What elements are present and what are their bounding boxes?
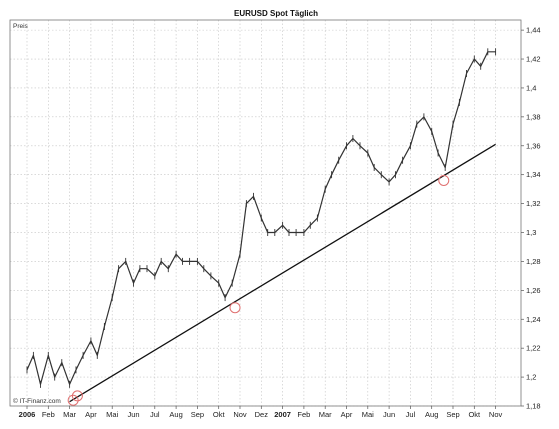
y-tick-label: 1,26 [526,286,541,295]
y-tick-label: 1,42 [526,55,541,64]
x-axis-ticks: 2006 Feb Mar Apr Mai Jun Jul Aug Sep Okt Nov Dez 200… [19,406,503,419]
plot-frame [9,19,522,407]
x-tick-label: Okt [468,410,481,419]
x-tick-label: Feb [297,410,310,419]
x-tick-label: Apr [341,410,353,419]
x-tick-label: Jun [127,410,139,419]
x-tick-label: Nov [233,410,247,419]
x-tick-label: Nov [489,410,503,419]
touch-point-marker [67,394,79,406]
x-tick-label: Sep [191,410,204,419]
x-tick-label: Mar [319,410,332,419]
y-tick-label: 1,24 [526,315,541,324]
x-tick-label: Dez [255,410,269,419]
x-tick-label: Mai [362,410,374,419]
x-tick-label: 2007 [274,410,291,419]
x-tick-label: 2006 [19,410,36,419]
series-layer [26,48,497,403]
y-tick-label: 1,38 [526,112,541,121]
x-tick-label: Sep [446,410,459,419]
y-tick-label: 1,34 [526,170,541,179]
touch-point-marker [438,174,450,186]
x-tick-label: Jun [383,410,395,419]
y-tick-label: 1,28 [526,257,541,266]
x-tick-label: Jul [406,410,416,419]
x-tick-label: Mar [63,410,76,419]
y-tick-label: 1,3 [526,228,536,237]
x-tick-label: Aug [169,410,182,419]
x-tick-label: Mai [106,410,118,419]
x-tick-label: Aug [425,410,438,419]
y-tick-label: 1,2 [526,373,536,382]
y-tick-label: 1,4 [526,83,536,92]
x-tick-label: Feb [42,410,55,419]
touch-point-marker [229,302,241,314]
y-tick-label: 1,22 [526,344,541,353]
y-tick-label: 1,32 [526,199,541,208]
x-tick-label: Apr [85,410,97,419]
y-tick-label: 1,36 [526,141,541,150]
touch-point-marker [71,390,83,402]
trendline [69,143,496,403]
gridlines [10,20,521,407]
y-tick-label: 1,44 [526,26,541,35]
x-tick-label: Jul [150,410,160,419]
y-tick-label: 1,18 [526,402,541,411]
y-axis-label: Preis [13,23,29,30]
watermark: © IT-Finanz.com [13,397,61,405]
chart-title: EURUSD Spot Täglich [234,9,318,18]
x-tick-label: Okt [213,410,226,419]
marker-layer [67,174,450,406]
y-axis-ticks: 1,18 1,2 1,22 1,24 1,26 1,28 1,3 1,32 1,34 1,36 1,… [521,26,541,411]
